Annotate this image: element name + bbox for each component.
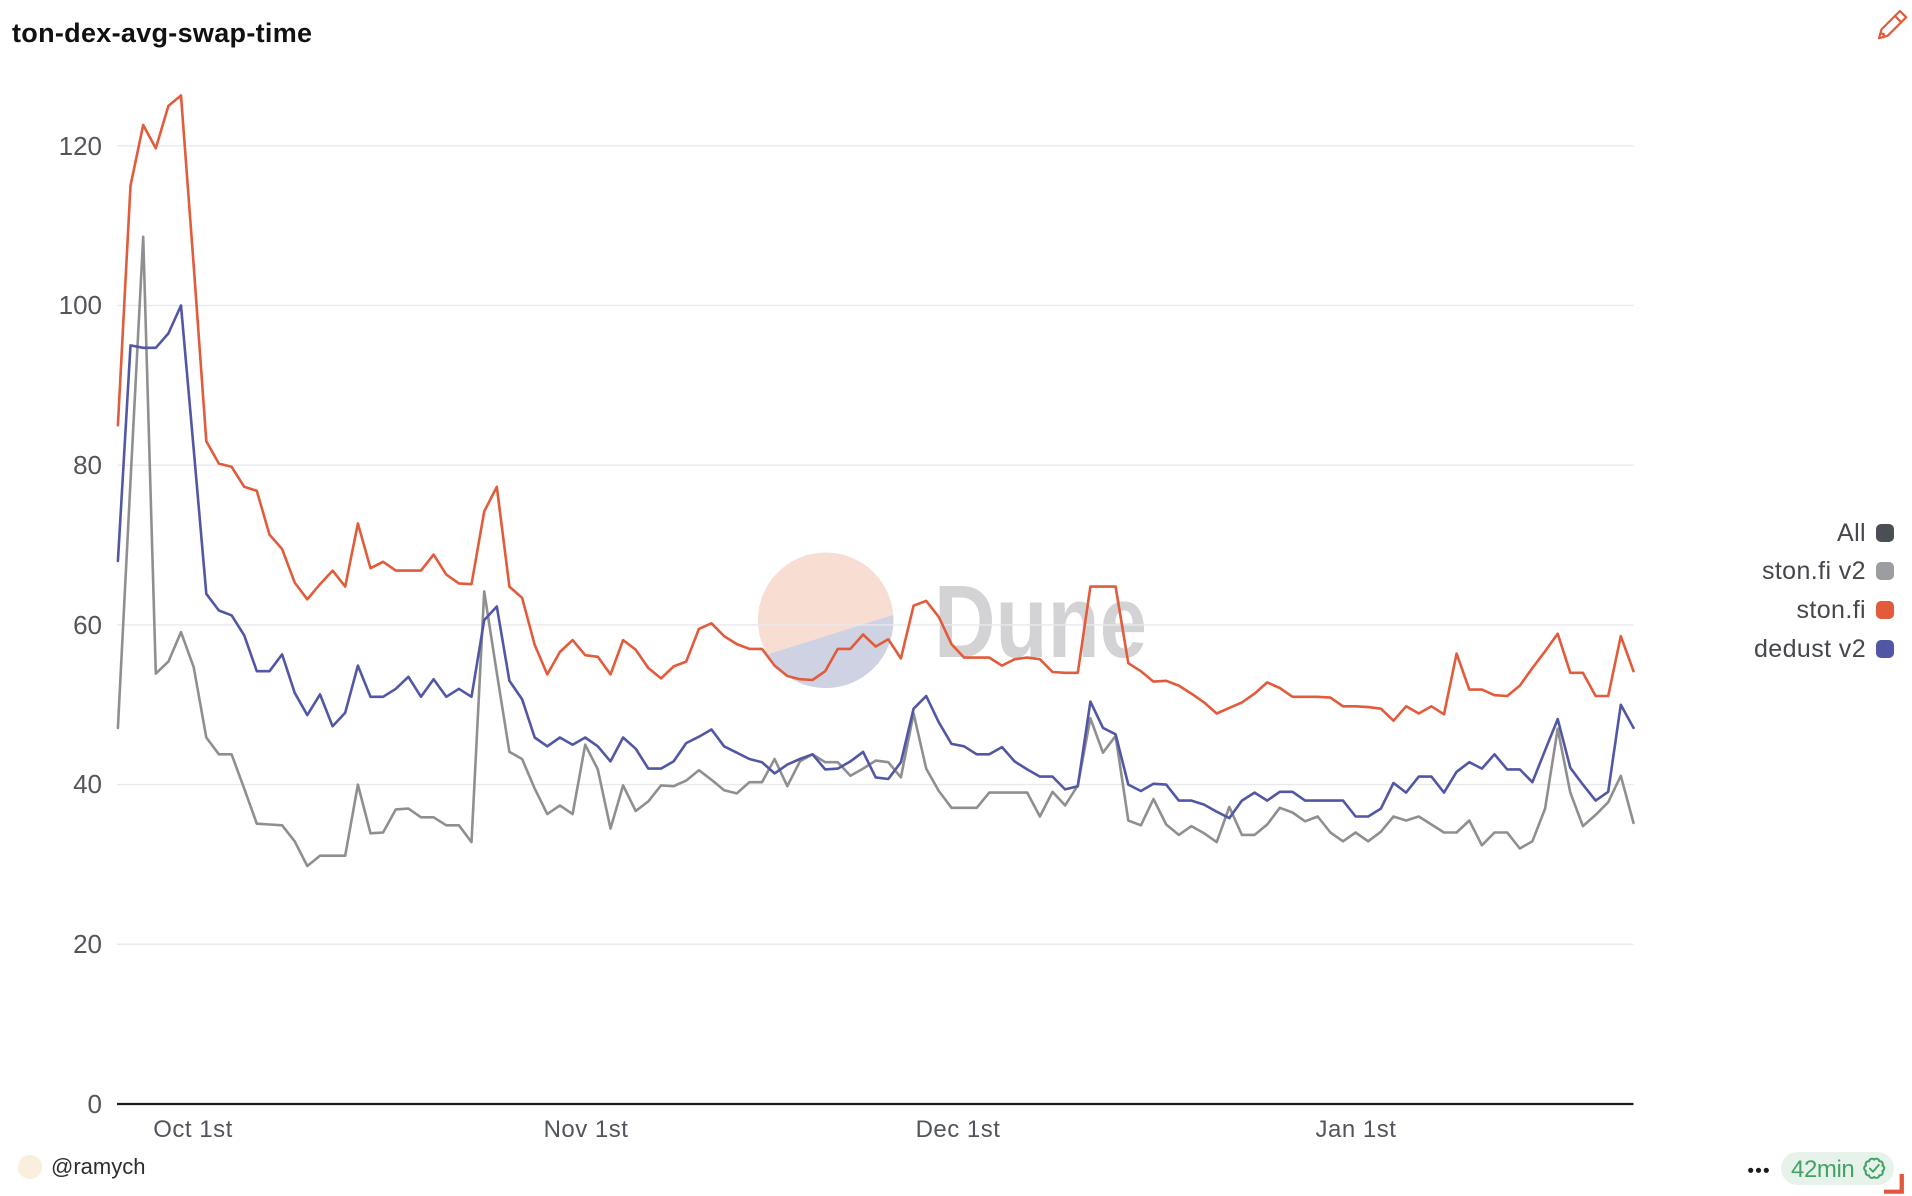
svg-text:Dune: Dune: [934, 564, 1147, 679]
